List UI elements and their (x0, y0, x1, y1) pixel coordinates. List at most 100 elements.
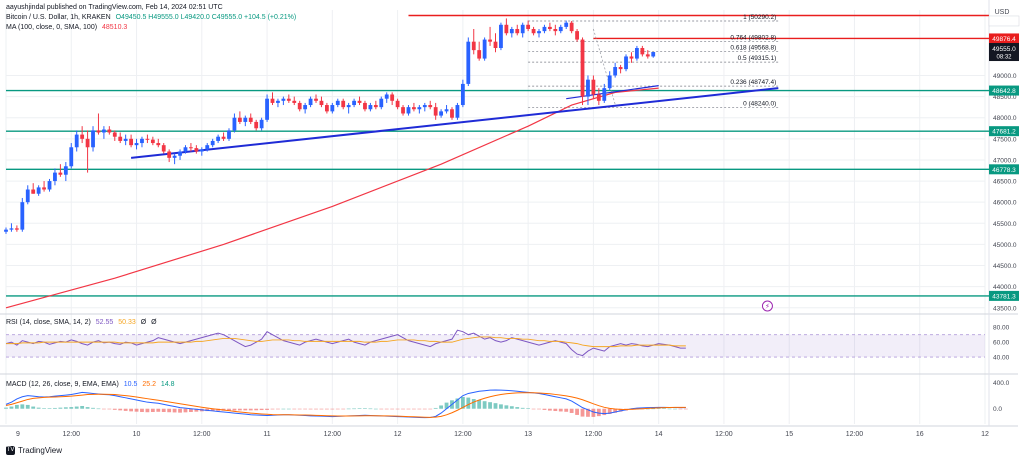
macd-hist-bar (422, 408, 427, 410)
level-price-text: 46778.3 (992, 167, 1016, 174)
time-tick-label: 12:00 (454, 431, 472, 438)
macd-hist-bar (412, 408, 416, 410)
macd-hist-bar (460, 396, 465, 409)
rsi-label: RSI (14, close, SMA, 14, 2) (6, 319, 91, 326)
macd-hist-bar (4, 407, 8, 409)
tradingview-wordmark: TradingView (18, 446, 63, 455)
symbol-title: Bitcoin / U.S. Dollar, 1h, KRAKEN (6, 14, 111, 21)
macd-hist-bar (129, 408, 133, 412)
macd-hist-bar (112, 408, 117, 410)
macd-hist-bar (281, 408, 286, 410)
candle-body (482, 39, 487, 59)
candle-body (444, 109, 449, 112)
candle-body (189, 147, 193, 149)
candle-body (417, 107, 422, 110)
tradingview-watermark: TV TradingView (6, 446, 63, 456)
candle-body (178, 151, 182, 156)
candle-body (270, 98, 275, 103)
candle-body (379, 98, 384, 108)
candle-body (645, 54, 650, 57)
candle-body (156, 143, 161, 146)
candle-body (395, 100, 400, 108)
time-tick-label: 12 (394, 431, 402, 438)
tradingview-logo-icon: TV (6, 446, 15, 456)
candle-body (460, 83, 465, 106)
macd-hist-bar (36, 407, 41, 409)
candle-body (183, 147, 188, 152)
candle-body (373, 105, 378, 108)
macd-hist-bar (384, 408, 389, 410)
macd-hist-bar (379, 408, 384, 410)
macd-hist-bar (303, 408, 308, 410)
rsi-tick-label: 80.00 (993, 325, 1010, 332)
candle-body (210, 140, 215, 146)
fib-level-label: 0.764 (49802.8) (730, 35, 776, 42)
candle-body (640, 48, 645, 55)
level-price-text: 48642.8 (992, 88, 1016, 95)
candle-body (216, 136, 221, 141)
macd-hist-bar (14, 404, 19, 409)
candle-body (286, 98, 291, 101)
candle-body (63, 166, 68, 175)
currency-label: USD (995, 9, 1010, 16)
macd-hist-bar (596, 408, 601, 417)
time-tick-label: 12:00 (846, 431, 864, 438)
macd-label: MACD (12, 26, close, 9, EMA, EMA) (6, 381, 119, 388)
level-price-tag (989, 290, 1019, 301)
macd-hist-bar (145, 408, 150, 413)
candle-body (629, 56, 634, 59)
candle-body (297, 102, 302, 110)
last-price-text: 49555.0 (992, 46, 1016, 53)
candle-body (314, 98, 318, 101)
macd-hist-bar (189, 408, 193, 412)
macd-hist-bar (85, 407, 90, 409)
macd-hist-bar (673, 408, 677, 410)
candle-body (602, 88, 607, 101)
macd-hist-bar (586, 408, 590, 417)
candle-body (319, 100, 324, 106)
candle-body (254, 121, 259, 129)
candle-body (624, 56, 628, 70)
macd-hist-bar (602, 408, 607, 416)
macd-hist-bar (150, 408, 155, 412)
macd-hist-bar (607, 408, 612, 414)
macd-pane (4, 389, 688, 419)
macd-hist-bar (319, 408, 324, 410)
macd-hist-bar (292, 408, 297, 410)
rsi-line (5, 329, 686, 357)
macd-hist-bar (259, 408, 264, 411)
candle-body (406, 107, 411, 114)
macd-hist-bar (477, 400, 482, 409)
candle-body (20, 202, 25, 230)
candle-body (596, 94, 601, 101)
countdown-text: 08:32 (996, 55, 1012, 61)
candle-body (199, 149, 204, 152)
candle-body (509, 29, 514, 34)
ma-value: 48510.3 (102, 24, 128, 31)
time-tick-label: 12:00 (193, 431, 211, 438)
macd-hist-bar (270, 408, 275, 410)
candle-body (335, 100, 340, 106)
macd-hist-bar (466, 397, 471, 409)
candle-body (384, 94, 389, 99)
candle-body (390, 94, 395, 101)
macd-hist-bar (58, 407, 63, 409)
macd-hist-bar (613, 408, 618, 413)
level-price-tag (989, 164, 1019, 175)
macd-hist-bar (20, 404, 25, 409)
candle-body (586, 79, 590, 97)
rsi-extra-1: Ø (140, 319, 147, 326)
macd-hist-bar (352, 408, 356, 410)
candle-body (47, 181, 52, 190)
price-tick-label: 45500.0 (993, 221, 1017, 228)
macd-hist-bar (297, 408, 302, 410)
candle-body (488, 39, 492, 42)
rsi-extra-2: Ø (151, 319, 157, 326)
time-tick-label: 14 (655, 431, 663, 438)
macd-hist-bar (123, 408, 128, 411)
candle-body (69, 147, 74, 167)
price-tick-label: 47000.0 (993, 157, 1017, 164)
macd-hist-bar (488, 402, 492, 409)
